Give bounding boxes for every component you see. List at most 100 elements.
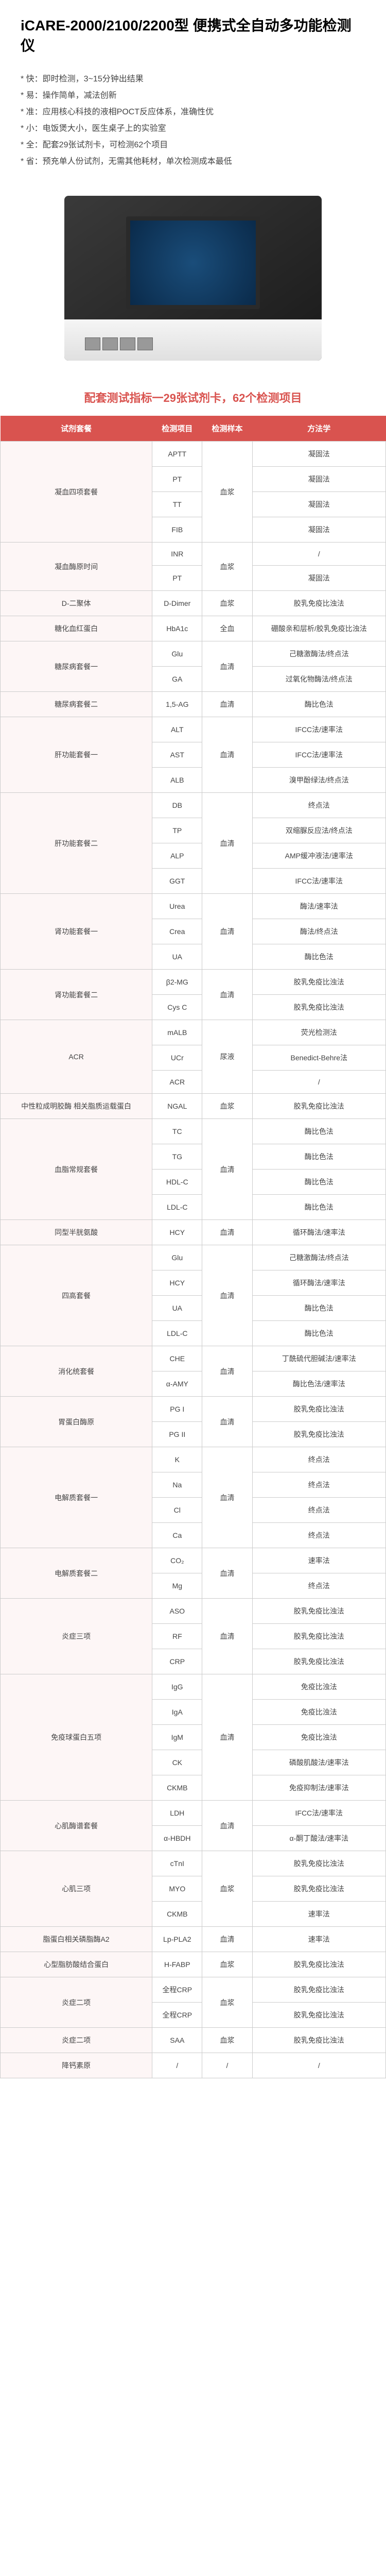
item-cell: Mg — [152, 1573, 202, 1599]
method-cell: 酶比色法 — [252, 692, 385, 717]
item-cell: DB — [152, 793, 202, 818]
kit-cell: 心肌三项 — [1, 1851, 152, 1927]
kit-cell: 炎症二项 — [1, 2028, 152, 2053]
item-cell: Na — [152, 1472, 202, 1498]
method-cell: 凝固法 — [252, 442, 385, 467]
item-cell: CKMB — [152, 1902, 202, 1927]
method-cell: 免疫抑制法/速率法 — [252, 1775, 385, 1801]
table-row: 炎症三项ASO血清胶乳免疫比浊法 — [1, 1599, 386, 1624]
table-row: 电解质套餐一K血清终点法 — [1, 1447, 386, 1472]
sample-cell: 血清 — [202, 1119, 252, 1220]
item-cell: Crea — [152, 919, 202, 944]
table-row: 免疫球蛋白五项IgG血清免疫比浊法 — [1, 1674, 386, 1700]
method-cell: 终点法 — [252, 1573, 385, 1599]
spec-table: 试剂套餐检测项目检测样本方法学 凝血四项套餐APTT血浆凝固法PT凝固法TT凝固… — [0, 416, 386, 2078]
method-cell: 速率法 — [252, 1902, 385, 1927]
item-cell: PT — [152, 467, 202, 492]
item-cell: APTT — [152, 442, 202, 467]
method-cell: IFCC法/速率法 — [252, 1801, 385, 1826]
method-cell: / — [252, 543, 385, 566]
item-cell: FIB — [152, 517, 202, 543]
sample-cell: 血浆 — [202, 442, 252, 543]
method-cell: 硼酸亲和层析/胶乳免疫比浊法 — [252, 616, 385, 641]
item-cell: TG — [152, 1144, 202, 1170]
table-row: 凝血酶原时间INR血浆/ — [1, 543, 386, 566]
kit-cell: 糖化血红蛋白 — [1, 616, 152, 641]
item-cell: GA — [152, 667, 202, 692]
item-cell: CRP — [152, 1649, 202, 1674]
method-cell: 酶比色法 — [252, 1296, 385, 1321]
item-cell: 1,5-AG — [152, 692, 202, 717]
table-row: 血脂常规套餐TC血清酶比色法 — [1, 1119, 386, 1144]
item-cell: Glu — [152, 1245, 202, 1270]
kit-cell: 脂蛋白相关磷脂酶A2 — [1, 1927, 152, 1952]
item-cell: HCY — [152, 1220, 202, 1245]
table-row: 心肌酶谱套餐LDH血清IFCC法/速率法 — [1, 1801, 386, 1826]
item-cell: H-FABP — [152, 1952, 202, 1977]
method-cell: 凝固法 — [252, 467, 385, 492]
sample-cell: 血清 — [202, 1927, 252, 1952]
feature-item: 易：操作简单，减法创新 — [21, 88, 365, 104]
kit-cell: 肾功能套餐二 — [1, 970, 152, 1020]
method-cell: 胶乳免疫比浊法 — [252, 1624, 385, 1649]
table-row: 炎症二项SAA血浆胶乳免疫比浊法 — [1, 2028, 386, 2053]
method-cell: 溴甲酚绿法/终点法 — [252, 768, 385, 793]
method-cell: 终点法 — [252, 1447, 385, 1472]
page-title: iCARE-2000/2100/2200型 便携式全自动多功能检测仪 — [21, 15, 365, 56]
method-cell: 酶比色法 — [252, 1170, 385, 1195]
sample-cell: 尿液 — [202, 1020, 252, 1094]
sample-cell: 血清 — [202, 1245, 252, 1346]
method-cell: 胶乳免疫比浊法 — [252, 995, 385, 1020]
item-cell: MYO — [152, 1876, 202, 1902]
method-cell: 凝固法 — [252, 492, 385, 517]
method-cell: AMP缓冲液法/速率法 — [252, 843, 385, 869]
section-title: 配套测试指标一29张试剂卡，62个检测项目 — [0, 379, 386, 416]
kit-cell: 免疫球蛋白五项 — [1, 1674, 152, 1801]
method-cell: 免疫比浊法 — [252, 1700, 385, 1725]
item-cell: ASO — [152, 1599, 202, 1624]
sample-cell: 血清 — [202, 641, 252, 692]
item-cell: RF — [152, 1624, 202, 1649]
kit-cell: 降钙素原 — [1, 2053, 152, 2078]
table-header-cell: 方法学 — [252, 416, 385, 442]
device-image — [0, 180, 386, 379]
method-cell: 过氧化物酶法/终点法 — [252, 667, 385, 692]
feature-list: 快：即时检测，3~15分钟出结果易：操作简单，减法创新准：应用核心科技的液相PO… — [21, 71, 365, 170]
item-cell: Cl — [152, 1498, 202, 1523]
table-row: 消化统套餐CHE血清丁酰硫代胆碱法/速率法 — [1, 1346, 386, 1371]
kit-cell: 糖尿病套餐二 — [1, 692, 152, 717]
item-cell: / — [152, 2053, 202, 2078]
method-cell: 终点法 — [252, 1498, 385, 1523]
sample-cell: 血清 — [202, 894, 252, 970]
item-cell: α-AMY — [152, 1371, 202, 1397]
method-cell: 己糖激酶法/终点法 — [252, 641, 385, 667]
sample-cell: 血清 — [202, 717, 252, 793]
item-cell: Glu — [152, 641, 202, 667]
sample-cell: 血清 — [202, 970, 252, 1020]
item-cell: UCr — [152, 1045, 202, 1071]
method-cell: 胶乳免疫比浊法 — [252, 2028, 385, 2053]
sample-cell: 血浆 — [202, 2028, 252, 2053]
method-cell: 胶乳免疫比浊法 — [252, 1876, 385, 1902]
method-cell: 终点法 — [252, 1472, 385, 1498]
item-cell: PG II — [152, 1422, 202, 1447]
kit-cell: 胃蛋白酶原 — [1, 1397, 152, 1447]
table-row: 糖化血红蛋白HbA1c全血硼酸亲和层析/胶乳免疫比浊法 — [1, 616, 386, 641]
sample-cell: 血清 — [202, 1220, 252, 1245]
sample-cell: 血清 — [202, 793, 252, 894]
method-cell: 速率法 — [252, 1927, 385, 1952]
method-cell: 胶乳免疫比浊法 — [252, 970, 385, 995]
kit-cell: 四高套餐 — [1, 1245, 152, 1346]
method-cell: 速率法 — [252, 1548, 385, 1573]
method-cell: 酶比色法 — [252, 944, 385, 970]
method-cell: 免疫比浊法 — [252, 1725, 385, 1750]
item-cell: β2-MG — [152, 970, 202, 995]
item-cell: α-HBDH — [152, 1826, 202, 1851]
method-cell: 双缩脲反应法/终点法 — [252, 818, 385, 843]
table-row: 心型脂肪酸结合蛋白H-FABP血浆胶乳免疫比浊法 — [1, 1952, 386, 1977]
item-cell: CKMB — [152, 1775, 202, 1801]
method-cell: 凝固法 — [252, 517, 385, 543]
method-cell: 胶乳免疫比浊法 — [252, 1599, 385, 1624]
item-cell: NGAL — [152, 1094, 202, 1119]
method-cell: 终点法 — [252, 1523, 385, 1548]
